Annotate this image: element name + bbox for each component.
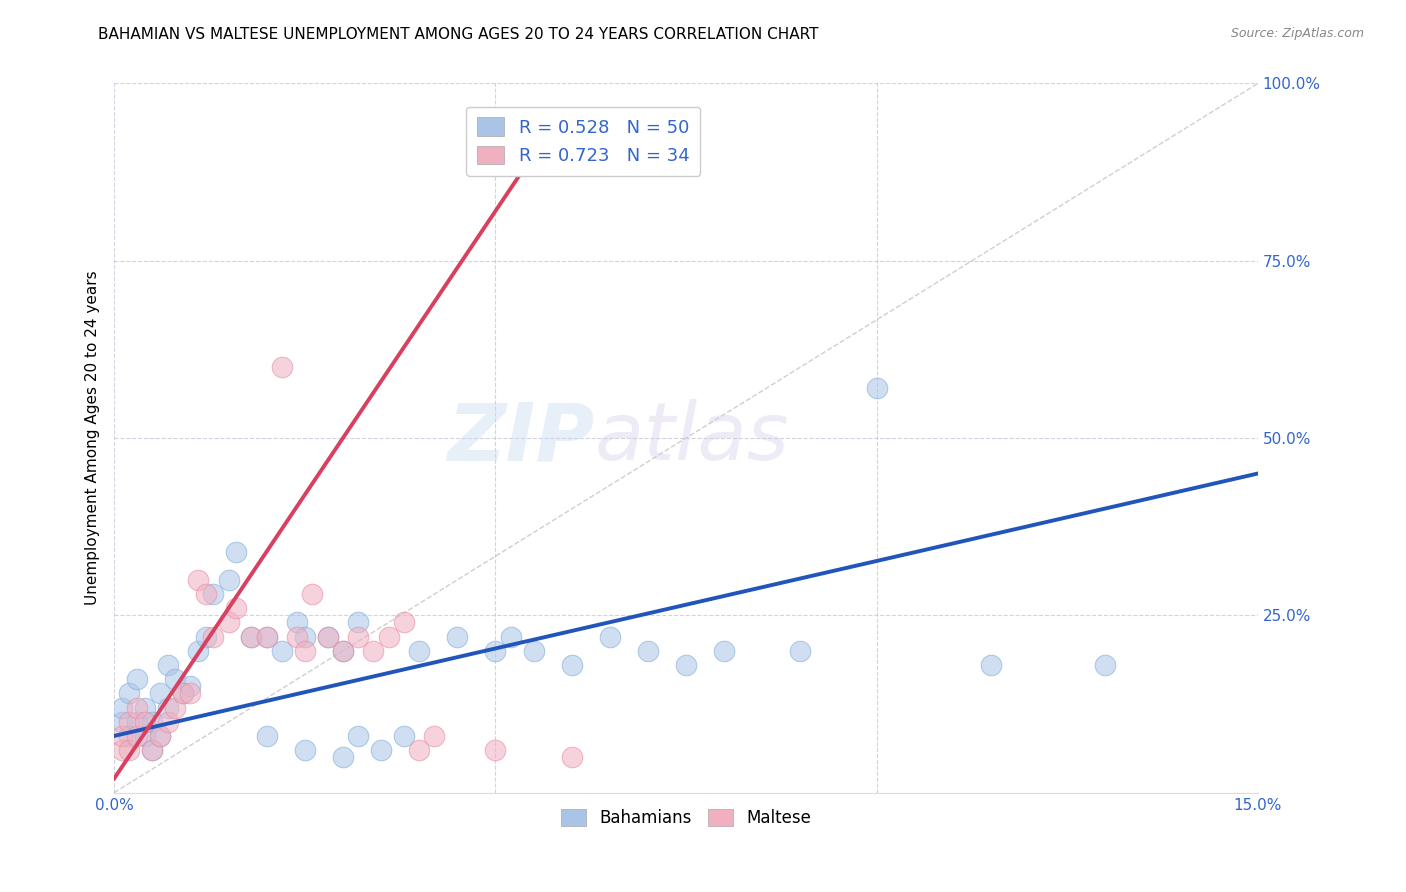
Point [172, 686, 194, 700]
Point [377, 630, 399, 644]
Point [156, 658, 179, 673]
Point [149, 729, 172, 743]
Point [118, 714, 141, 729]
Text: atlas: atlas [595, 399, 789, 477]
Point [134, 729, 156, 743]
Point [316, 630, 339, 644]
Point [141, 743, 163, 757]
Point [225, 601, 247, 615]
Point [172, 686, 194, 700]
Point [111, 743, 134, 757]
Point [294, 743, 316, 757]
Point [187, 573, 209, 587]
Point [134, 714, 156, 729]
Point [522, 644, 544, 658]
Point [125, 714, 148, 729]
Point [392, 729, 415, 743]
Point [165, 700, 187, 714]
Point [392, 615, 415, 630]
Point [408, 743, 430, 757]
Point [202, 630, 225, 644]
Point [499, 630, 522, 644]
Point [125, 700, 148, 714]
Legend: Bahamians, Maltese: Bahamians, Maltese [554, 803, 818, 834]
Point [347, 630, 370, 644]
Text: Source: ZipAtlas.com: Source: ZipAtlas.com [1230, 27, 1364, 40]
Point [561, 658, 583, 673]
Point [156, 700, 179, 714]
Y-axis label: Unemployment Among Ages 20 to 24 years: Unemployment Among Ages 20 to 24 years [86, 271, 100, 606]
Point [125, 672, 148, 686]
Point [271, 360, 294, 375]
Point [118, 743, 141, 757]
Point [179, 679, 201, 693]
Text: ZIP: ZIP [447, 399, 595, 477]
Point [141, 714, 163, 729]
Point [179, 686, 201, 700]
Point [118, 729, 141, 743]
Point [111, 700, 134, 714]
Point [225, 544, 247, 558]
Point [484, 644, 506, 658]
Point [408, 644, 430, 658]
Point [363, 644, 385, 658]
Point [316, 630, 339, 644]
Point [332, 644, 354, 658]
Point [194, 630, 217, 644]
Point [218, 573, 240, 587]
Point [347, 615, 370, 630]
Text: BAHAMIAN VS MALTESE UNEMPLOYMENT AMONG AGES 20 TO 24 YEARS CORRELATION CHART: BAHAMIAN VS MALTESE UNEMPLOYMENT AMONG A… [98, 27, 818, 42]
Point [370, 743, 392, 757]
Point [111, 714, 134, 729]
Point [789, 644, 811, 658]
Point [240, 630, 263, 644]
Point [294, 630, 316, 644]
Point [332, 750, 354, 764]
Point [141, 743, 163, 757]
Point [980, 658, 1002, 673]
Point [865, 381, 887, 395]
Point [285, 615, 308, 630]
Point [347, 729, 370, 743]
Point [165, 672, 187, 686]
Point [271, 644, 294, 658]
Point [111, 729, 134, 743]
Point [301, 587, 323, 601]
Point [149, 729, 172, 743]
Point [218, 615, 240, 630]
Point [125, 729, 148, 743]
Point [484, 743, 506, 757]
Point [285, 630, 308, 644]
Point [423, 729, 446, 743]
Point [156, 714, 179, 729]
Point [599, 630, 621, 644]
Point [194, 587, 217, 601]
Point [149, 686, 172, 700]
Point [202, 587, 225, 601]
Point [256, 729, 278, 743]
Point [637, 644, 659, 658]
Point [256, 630, 278, 644]
Point [675, 658, 697, 673]
Point [256, 630, 278, 644]
Point [561, 750, 583, 764]
Point [187, 644, 209, 658]
Point [446, 630, 468, 644]
Point [294, 644, 316, 658]
Point [240, 630, 263, 644]
Point [713, 644, 735, 658]
Point [1094, 658, 1116, 673]
Point [332, 644, 354, 658]
Point [134, 700, 156, 714]
Point [118, 686, 141, 700]
